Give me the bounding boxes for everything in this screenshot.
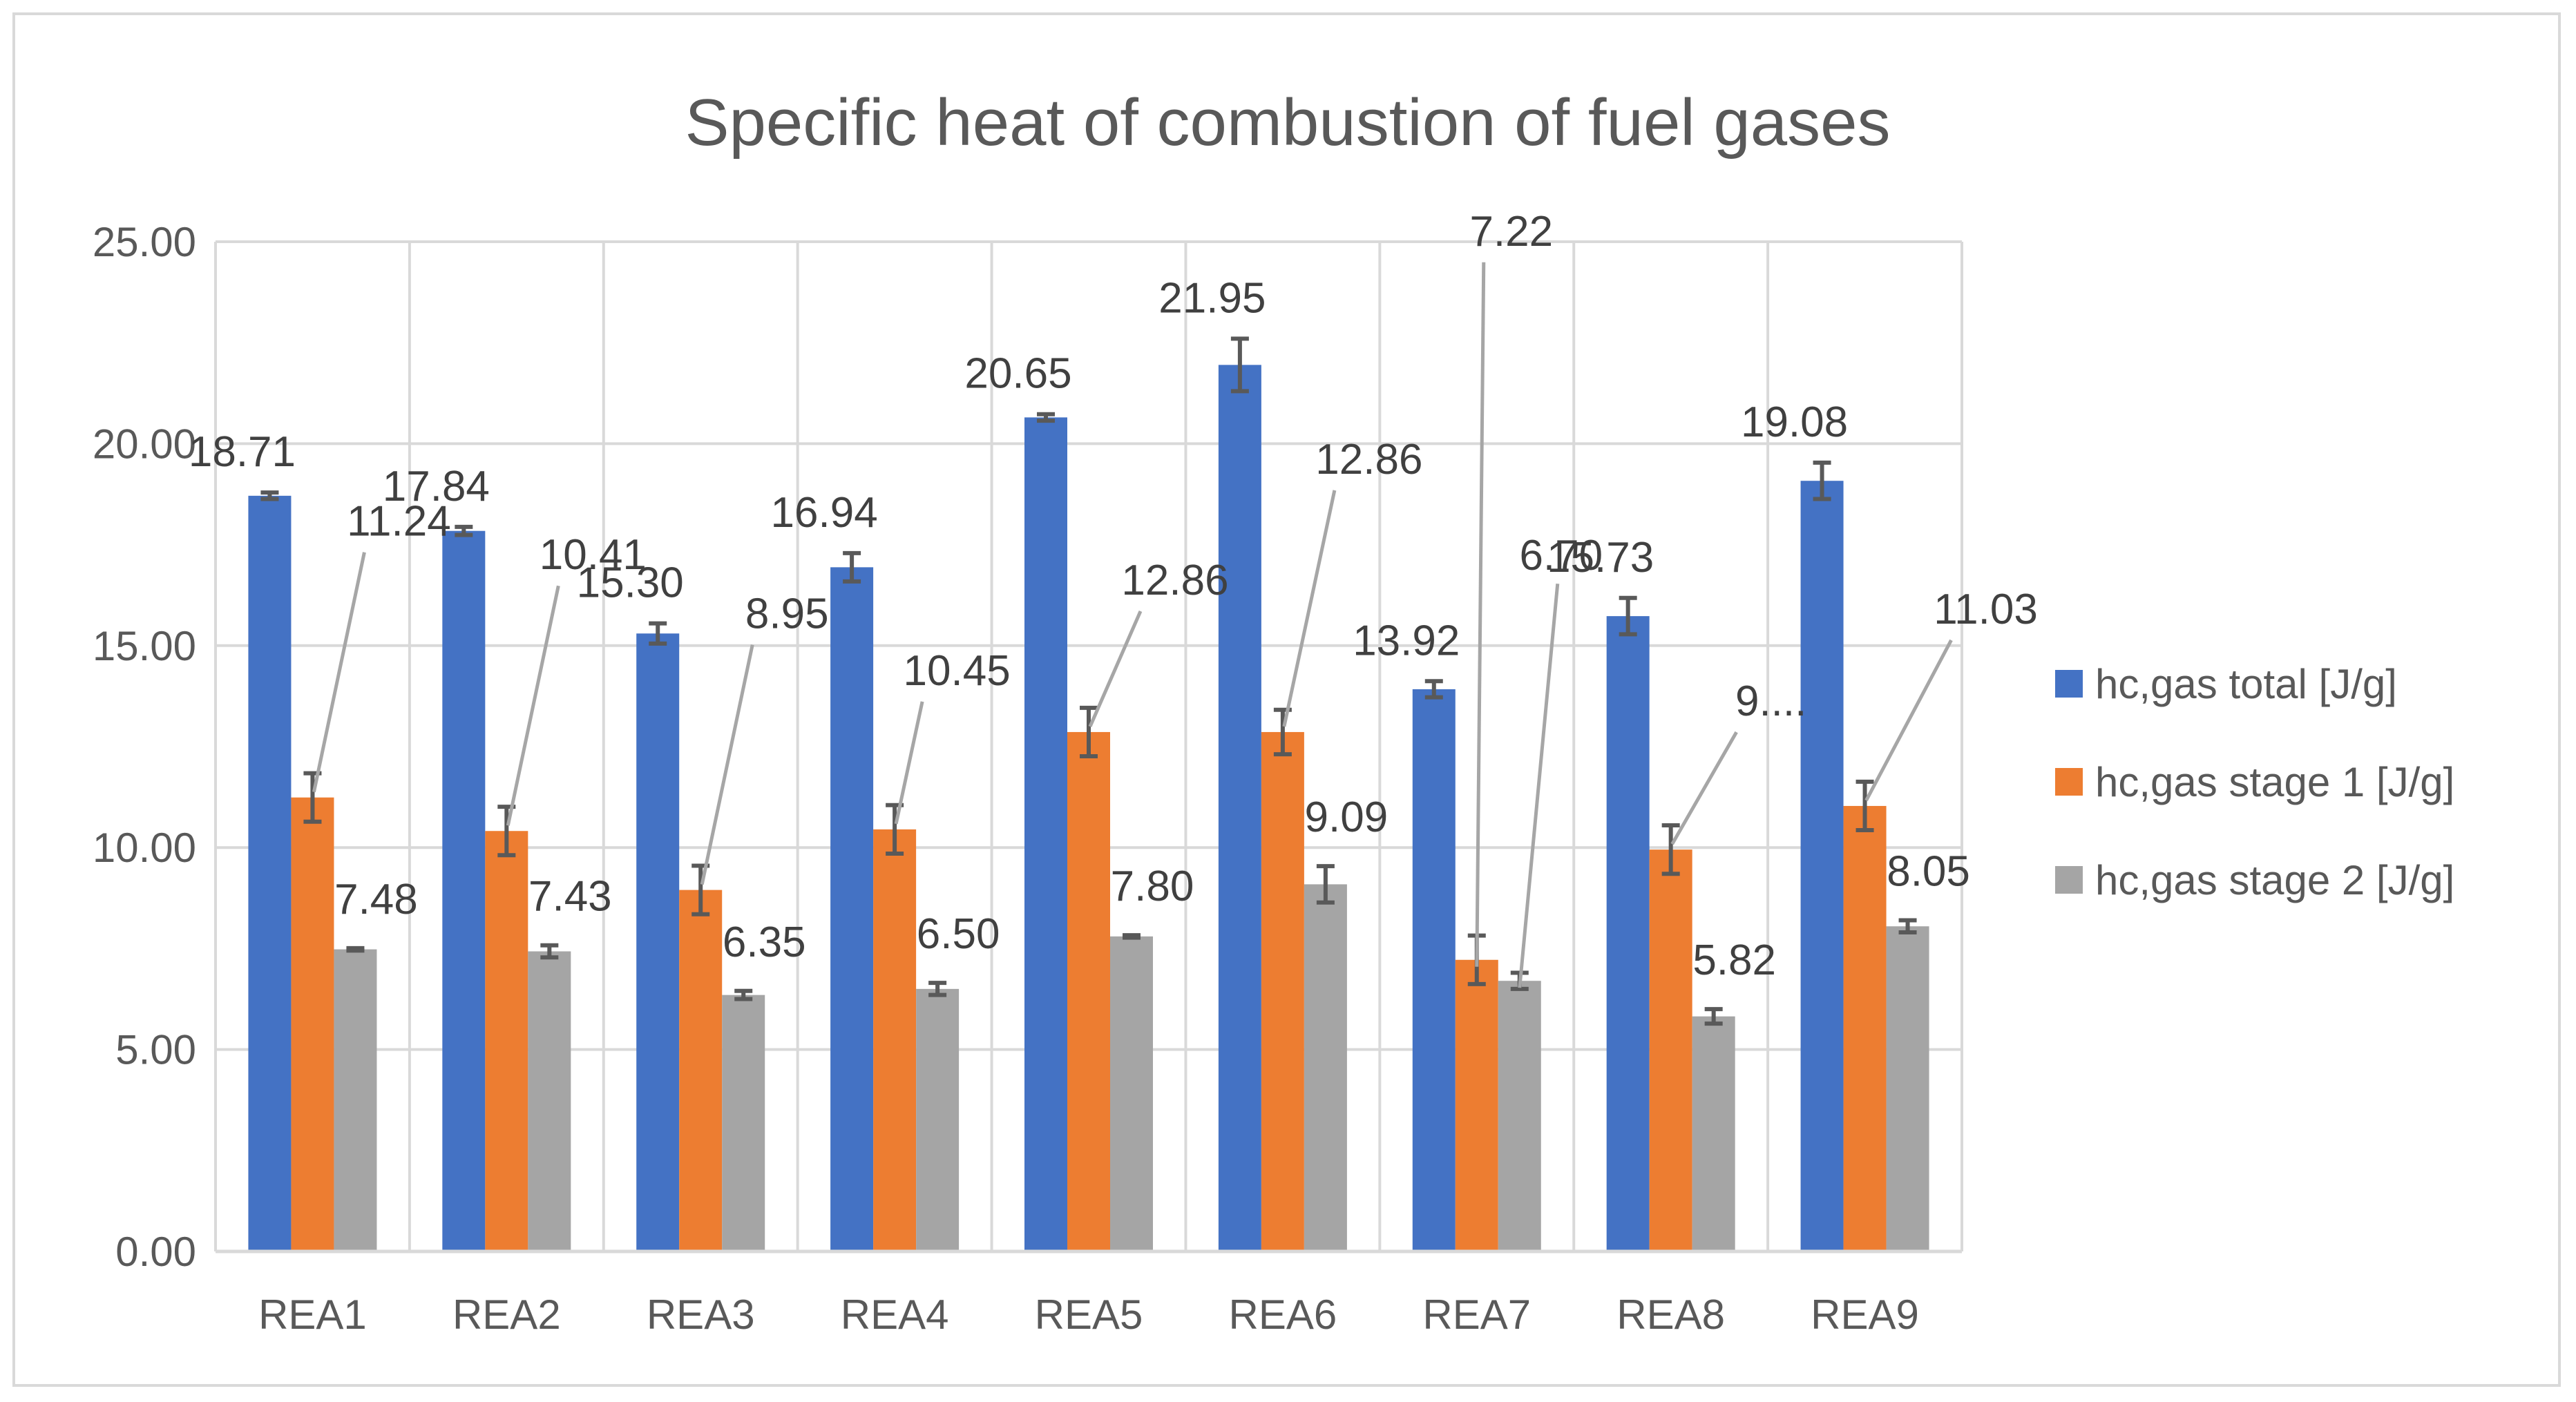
x-tick-label: REA6 (1229, 1291, 1337, 1338)
data-label-stage2: 5.82 (1692, 937, 1776, 984)
leader-line (894, 701, 924, 825)
data-label-total: 16.94 (771, 489, 878, 537)
bar-series3-rea7 (1498, 981, 1541, 1251)
data-label-total: 15.73 (1547, 534, 1654, 582)
bar-series2-rea3 (679, 890, 723, 1251)
bar-series3-rea5 (1110, 936, 1153, 1251)
data-label-total: 19.08 (1741, 398, 1848, 446)
bar-series1-rea2 (442, 530, 486, 1251)
leader-line (1475, 262, 1486, 967)
data-label-stage2: 7.48 (334, 876, 418, 923)
leader-line (1088, 610, 1143, 727)
leader-line (506, 585, 560, 826)
bar-series3-rea4 (916, 988, 960, 1251)
leader-line (312, 552, 366, 793)
leader-line (1282, 490, 1337, 727)
leader-line (1670, 731, 1738, 845)
bar-series1-rea8 (1606, 616, 1650, 1251)
bar-series3-rea3 (722, 995, 765, 1251)
data-label-total: 18.71 (189, 428, 296, 476)
y-tick-label: 20.00 (93, 421, 196, 467)
bar-series1-rea5 (1024, 417, 1067, 1252)
bar-series3-rea8 (1692, 1016, 1735, 1251)
bar-series1-rea3 (636, 633, 680, 1251)
data-label-stage2: 7.80 (1111, 863, 1194, 910)
bar-series2-rea8 (1649, 849, 1692, 1251)
x-tick-label: REA7 (1422, 1291, 1531, 1338)
legend-swatch (2055, 670, 2083, 698)
legend-label: hc,gas total [J/g] (2095, 661, 2397, 707)
y-tick-label: 25.00 (93, 219, 196, 265)
data-label-stage2: 6.35 (723, 919, 806, 966)
x-tick-label: REA4 (841, 1291, 949, 1338)
data-label-total: 15.30 (577, 559, 684, 607)
legend-swatch (2055, 866, 2083, 894)
data-label-stage2: 9.09 (1305, 794, 1389, 841)
bar-series2-rea2 (485, 831, 528, 1251)
chart-title: Specific heat of combustion of fuel gase… (685, 86, 1890, 160)
legend-label: hc,gas stage 2 [J/g] (2095, 857, 2454, 903)
data-label-stage1: 12.86 (1121, 557, 1228, 604)
bar-series2-rea6 (1261, 731, 1304, 1251)
data-label-stage1: 7.22 (1469, 208, 1553, 256)
data-label-stage2: 7.43 (528, 873, 612, 921)
leader-line (1518, 583, 1560, 988)
bar-series3-rea9 (1886, 926, 1929, 1251)
bar-series2-rea5 (1067, 731, 1110, 1251)
data-label-stage1: 9.... (1735, 678, 1806, 725)
data-label-stage2: 8.05 (1887, 847, 1970, 895)
bar-series1-rea6 (1218, 365, 1261, 1251)
y-tick-label: 10.00 (93, 825, 196, 871)
bar-series2-rea1 (291, 797, 334, 1251)
x-tick-label: REA9 (1811, 1291, 1919, 1338)
x-tick-label: REA1 (258, 1291, 367, 1338)
data-label-stage1: 8.95 (745, 590, 829, 638)
data-label-stage2: 6.70 (1519, 532, 1603, 579)
data-label-stage1: 10.45 (904, 647, 1011, 695)
bar-series2-rea9 (1843, 805, 1887, 1251)
x-tick-label: REA3 (647, 1291, 755, 1338)
data-label-stage1: 11.24 (347, 498, 451, 546)
legend-label: hc,gas stage 1 [J/g] (2095, 759, 2454, 805)
y-tick-label: 5.00 (115, 1027, 196, 1073)
x-tick-label: REA5 (1035, 1291, 1143, 1338)
bar-series3-rea2 (528, 951, 571, 1251)
bar-series2-rea7 (1455, 959, 1498, 1251)
data-label-total: 13.92 (1353, 617, 1460, 664)
y-tick-label: 0.00 (115, 1229, 196, 1275)
data-label-stage1: 10.41 (540, 531, 647, 579)
bar-series3-rea1 (334, 949, 377, 1251)
data-label-stage1: 11.03 (1934, 586, 2038, 633)
bar-series1-rea9 (1800, 481, 1844, 1251)
legend-swatch (2055, 768, 2083, 796)
leader-line (1864, 639, 1953, 802)
data-label-stage2: 6.50 (917, 910, 1000, 958)
bar-series1-rea7 (1412, 689, 1456, 1251)
bar-series3-rea6 (1304, 884, 1347, 1251)
data-label-total: 20.65 (964, 350, 1071, 398)
bar-series1-rea4 (830, 567, 874, 1251)
data-label-stage1: 12.86 (1315, 436, 1422, 483)
bar-series2-rea4 (873, 829, 917, 1251)
leader-line (700, 644, 754, 885)
data-label-total: 21.95 (1158, 274, 1266, 322)
data-label-total: 17.84 (383, 463, 490, 510)
x-tick-label: REA8 (1616, 1291, 1725, 1338)
x-tick-label: REA2 (452, 1291, 561, 1338)
y-tick-label: 15.00 (93, 623, 196, 669)
bar-series1-rea1 (248, 495, 292, 1252)
